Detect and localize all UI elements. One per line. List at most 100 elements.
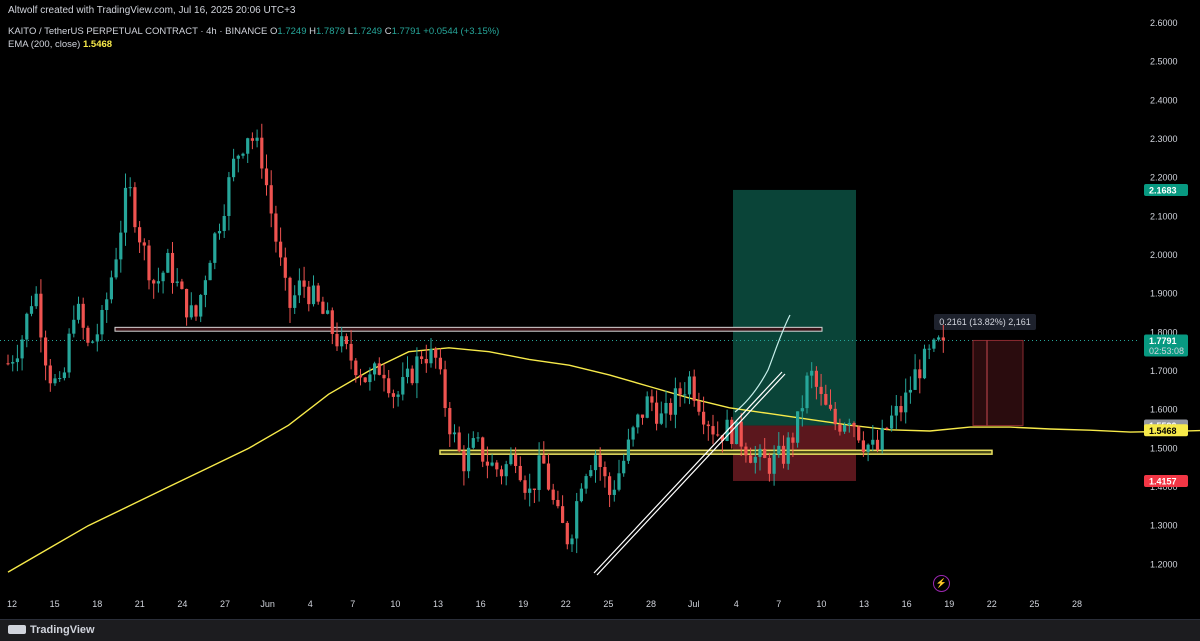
candle-body xyxy=(67,333,71,373)
candle-body xyxy=(142,242,146,246)
candle-body xyxy=(814,370,818,387)
candle-body xyxy=(452,432,457,435)
candle-body xyxy=(86,327,90,343)
candle-body xyxy=(133,187,137,228)
candle-body xyxy=(114,259,118,278)
candle-body xyxy=(532,488,536,490)
candle-body xyxy=(213,233,217,263)
candle-body xyxy=(457,432,461,452)
candle-body xyxy=(250,138,254,141)
footer-bar: TradingView xyxy=(0,619,1200,641)
brand-name: TradingView xyxy=(30,624,95,636)
candle-body xyxy=(711,426,715,435)
candle-body xyxy=(189,305,193,318)
candle-body xyxy=(170,252,175,283)
time-tick-label: 27 xyxy=(220,599,230,609)
price-tick-label: 2.4000 xyxy=(1150,95,1178,105)
candlestick-series xyxy=(6,123,945,554)
time-tick-label: Jul xyxy=(688,599,700,609)
resistance-zone xyxy=(114,326,823,332)
candle-body xyxy=(899,406,903,413)
price-tick-label: 1.6000 xyxy=(1150,405,1178,415)
time-tick-label: 7 xyxy=(776,599,781,609)
candle-body xyxy=(382,374,386,379)
candle-body xyxy=(589,470,593,477)
lightning-icon[interactable]: ⚡ xyxy=(933,575,950,592)
candle-body xyxy=(772,454,776,474)
projection-path xyxy=(734,314,791,413)
candle-body xyxy=(203,280,207,295)
candle-body xyxy=(255,137,259,141)
candle-body xyxy=(20,339,24,359)
ohlc-h-label: H xyxy=(309,26,316,37)
candle-body xyxy=(72,319,76,334)
candle-body xyxy=(321,301,325,314)
candle-body xyxy=(11,362,15,364)
candle-body xyxy=(561,506,565,523)
candle-body xyxy=(702,411,706,425)
time-tick-label: 19 xyxy=(944,599,954,609)
ohlc-change: +0.0544 (+3.15%) xyxy=(423,26,500,37)
price-tick-label: 1.3000 xyxy=(1150,521,1178,531)
candle-body xyxy=(344,336,348,344)
candle-body xyxy=(819,386,823,394)
candle-body xyxy=(316,285,320,302)
candle-body xyxy=(650,396,654,403)
price-tag-bg xyxy=(1144,334,1188,357)
price-axis[interactable]: 2.6000 2.5000 2.4000 2.3000 2.2000 2.1000 2.00… xyxy=(1150,18,1178,569)
price-tag-bg xyxy=(1144,474,1188,487)
ema-legend[interactable]: EMA (200, close) 1.5468 xyxy=(8,39,112,50)
candle-body xyxy=(800,408,804,412)
candle-body xyxy=(885,427,889,429)
price-tick-label: 1.9000 xyxy=(1150,289,1178,299)
candle-body xyxy=(481,437,485,462)
candle-body xyxy=(673,388,677,415)
price-tick-label: 2.3000 xyxy=(1150,134,1178,144)
candle-body xyxy=(796,411,800,443)
candle-body xyxy=(495,462,499,470)
time-tick-label: 28 xyxy=(1072,599,1082,609)
price-chart[interactable]: 0.2161 (13.82%) 2,161 2.6000 2.5000 2.4000… xyxy=(0,0,1200,619)
trend-drawings xyxy=(593,314,791,576)
ohlc-high: 1.7879 xyxy=(316,26,346,37)
price-tick-label: 1.2000 xyxy=(1150,559,1178,569)
candle-body xyxy=(311,285,316,305)
time-axis[interactable]: 12 15 18 21 24 27 Jun 4 7 10 13 16 19 22 25 28 Jul 4 7 10 13… xyxy=(7,599,1082,609)
ohlc-o-label: O xyxy=(270,26,278,37)
candle-body xyxy=(222,215,226,231)
candle-body xyxy=(546,463,551,490)
candle-body xyxy=(288,277,292,308)
symbol-legend[interactable]: KAITO / TetherUS PERPETUAL CONTRACT · 4h… xyxy=(8,26,499,37)
candle-body xyxy=(81,303,85,328)
candle-body xyxy=(279,241,283,258)
candle-body xyxy=(716,434,720,436)
time-tick-label: 19 xyxy=(518,599,528,609)
candle-body xyxy=(518,465,522,481)
time-tick-label: 15 xyxy=(50,599,60,609)
ohlc-l-label: L xyxy=(347,26,353,37)
candle-body xyxy=(551,489,555,500)
candle-body xyxy=(655,402,659,424)
candle-body xyxy=(208,262,212,281)
candle-body xyxy=(25,313,29,340)
candle-body xyxy=(730,419,734,445)
candle-body xyxy=(39,293,43,338)
candle-body xyxy=(429,348,433,364)
candle-body xyxy=(908,389,912,393)
candle-body xyxy=(904,392,908,413)
price-tick-label: 2.0000 xyxy=(1150,250,1178,260)
candle-body xyxy=(349,343,353,361)
time-tick-label: 13 xyxy=(433,599,443,609)
candle-body xyxy=(377,363,381,375)
candle-body xyxy=(335,333,339,347)
candle-body xyxy=(373,363,377,375)
candle-body xyxy=(123,187,128,233)
tradingview-logo: TradingView xyxy=(8,624,95,636)
time-tick-label: 22 xyxy=(987,599,997,609)
measure-label: 0.2161 (13.82%) 2,161 xyxy=(939,317,1031,327)
time-tick-label: 10 xyxy=(816,599,826,609)
candle-body xyxy=(791,437,795,443)
time-tick-label: 4 xyxy=(734,599,739,609)
price-tick-label: 1.5000 xyxy=(1150,443,1178,453)
